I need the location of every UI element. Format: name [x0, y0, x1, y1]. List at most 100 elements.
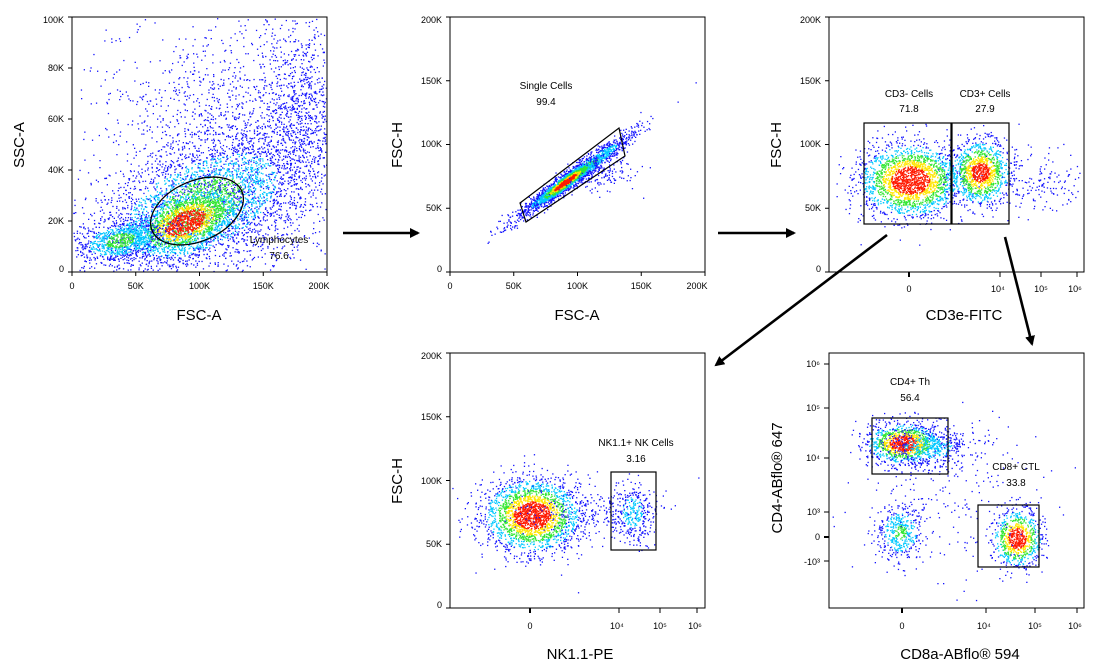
event-dot	[261, 117, 262, 118]
event-dot	[209, 242, 210, 243]
event-dot	[198, 165, 199, 166]
event-dot	[243, 235, 244, 236]
event-dot	[303, 207, 304, 208]
event-dot	[256, 165, 257, 166]
event-dot	[245, 158, 246, 159]
event-dot	[185, 158, 186, 159]
event-dot	[238, 231, 239, 232]
event-dot	[304, 150, 305, 151]
event-dot	[263, 94, 264, 95]
event-dot	[207, 120, 208, 121]
event-dot	[238, 94, 239, 95]
event-dot	[303, 126, 304, 127]
event-dot	[240, 25, 241, 26]
event-dot	[279, 157, 280, 158]
event-dot	[257, 174, 258, 175]
event-dot	[236, 208, 237, 209]
event-dot	[179, 92, 180, 93]
event-dot	[274, 147, 275, 148]
event-dot	[178, 62, 179, 63]
event-dot	[147, 101, 148, 102]
event-dot	[169, 135, 170, 136]
event-dot	[225, 70, 226, 71]
event-dot	[190, 234, 191, 235]
event-dot	[301, 120, 302, 121]
event-dot	[203, 152, 204, 153]
event-dot	[201, 94, 202, 95]
event-dot	[258, 201, 259, 202]
event-dot	[258, 55, 259, 56]
event-dot	[136, 214, 137, 215]
event-dot	[145, 148, 146, 149]
event-dot	[234, 241, 235, 242]
event-dot	[223, 145, 224, 146]
event-dot	[276, 210, 277, 211]
event-dot	[145, 203, 146, 204]
event-dot	[259, 206, 260, 207]
event-dot	[252, 179, 253, 180]
event-dot	[207, 254, 208, 255]
event-dot	[193, 94, 194, 95]
event-dot	[273, 154, 274, 155]
event-dot	[250, 186, 251, 187]
event-dot	[317, 143, 318, 144]
event-dot	[285, 168, 286, 169]
event-dot	[272, 116, 273, 117]
event-dot	[150, 61, 151, 62]
event-dot	[129, 37, 130, 38]
event-dot	[300, 188, 301, 189]
event-dot	[245, 125, 246, 126]
event-dot	[162, 194, 163, 195]
event-dot	[186, 189, 187, 190]
event-dot	[106, 129, 107, 130]
event-dot	[218, 264, 219, 265]
event-dot	[254, 131, 255, 132]
event-dot	[228, 265, 229, 266]
event-dot	[275, 159, 276, 160]
event-dot	[221, 40, 222, 41]
event-dot	[287, 213, 288, 214]
event-dot	[267, 246, 268, 247]
event-dot	[215, 250, 216, 251]
event-dot	[259, 148, 260, 149]
event-dot	[319, 231, 320, 232]
event-dot	[134, 189, 135, 190]
event-dot	[300, 127, 301, 128]
event-dot	[187, 96, 188, 97]
event-dot	[262, 128, 263, 129]
event-dot	[138, 29, 139, 30]
event-dot	[246, 203, 247, 204]
event-dot	[265, 19, 266, 20]
event-dot	[223, 85, 224, 86]
event-dot	[126, 141, 127, 142]
event-dot	[132, 260, 133, 261]
event-dot	[222, 43, 223, 44]
event-dot	[262, 173, 263, 174]
event-dot	[135, 217, 136, 218]
event-dot	[215, 255, 216, 256]
event-dot	[153, 113, 154, 114]
event-dot	[152, 131, 153, 132]
event-dot	[275, 60, 276, 61]
event-dot	[81, 89, 82, 90]
event-dot	[305, 201, 306, 202]
event-dot	[257, 162, 258, 163]
event-dot	[178, 84, 179, 85]
event-dot	[271, 68, 272, 69]
event-dot	[211, 217, 212, 218]
event-dot	[180, 166, 181, 167]
event-dot	[215, 144, 216, 145]
event-dot	[213, 146, 214, 147]
event-dot	[246, 138, 247, 139]
event-dot	[279, 107, 280, 108]
event-dot	[234, 72, 235, 73]
event-dot	[172, 63, 173, 64]
event-dot	[205, 55, 206, 56]
event-dot	[271, 149, 272, 150]
event-dot	[96, 200, 97, 201]
event-dot	[221, 71, 222, 72]
event-dot	[215, 132, 216, 133]
event-dot	[140, 264, 141, 265]
event-dot	[237, 208, 238, 209]
event-dot	[238, 252, 239, 253]
